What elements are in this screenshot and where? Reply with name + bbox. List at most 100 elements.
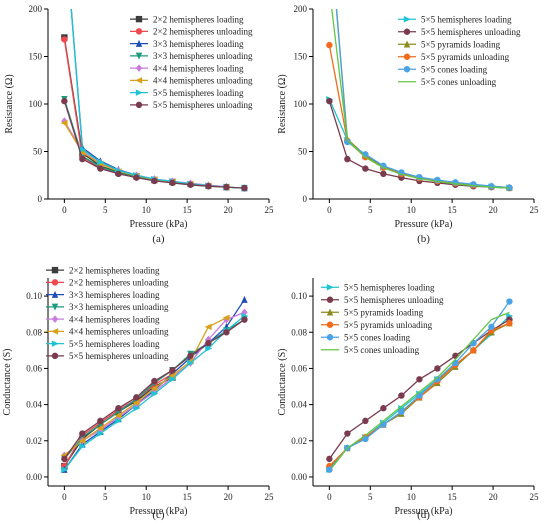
- data-point: [79, 443, 87, 450]
- y-tick-label: 0.02: [291, 436, 307, 446]
- y-tick-label: 0.00: [291, 472, 307, 482]
- legend-entry: 5×5 pyramids unloading: [421, 52, 510, 62]
- data-point: [326, 97, 333, 105]
- data-point: [506, 320, 513, 327]
- y-tick-label: 0.06: [291, 363, 307, 373]
- x-tick-label: 25: [265, 492, 275, 502]
- x-tick-label: 20: [224, 205, 234, 215]
- data-point: [115, 417, 123, 425]
- x-tick-label: 0: [327, 492, 332, 502]
- data-point: [115, 405, 122, 412]
- panel-label: (d): [417, 509, 430, 521]
- series-4: [326, 298, 513, 473]
- series-5: [331, 311, 510, 469]
- series-5: [331, 9, 510, 189]
- x-tick-label: 10: [142, 205, 152, 215]
- data-point: [506, 184, 513, 191]
- legend-swatch-marker: [403, 40, 411, 48]
- x-tick-label: 10: [142, 492, 152, 502]
- plot-area: [60, 295, 249, 473]
- legend-entry: 5×5 hemispheres loading: [153, 88, 244, 98]
- y-axis-label: Conductance (S): [2, 349, 13, 416]
- x-tick-label: 20: [224, 492, 234, 502]
- y-axis-label: Resistance (Ω): [4, 74, 15, 133]
- data-point: [97, 165, 104, 172]
- y-tick-label: 50: [33, 147, 43, 157]
- legend-swatch-marker: [403, 16, 411, 23]
- series-7: [61, 97, 248, 192]
- y-tick-label: 0.02: [26, 436, 42, 446]
- y-tick-label: 200: [294, 4, 308, 14]
- data-point: [434, 365, 441, 372]
- data-point: [114, 412, 122, 419]
- legend-swatch-marker: [326, 334, 334, 341]
- legend-entry: 3×3 hemispheres loading: [153, 39, 244, 49]
- data-point: [344, 138, 351, 146]
- legend-swatch-marker: [135, 15, 143, 23]
- legend-entry: 5×5 hemispheres loading: [421, 14, 512, 24]
- x-ticks: 0 5 10 15 20 25: [62, 199, 274, 215]
- legend-swatch-marker: [326, 321, 334, 328]
- legend-entry: 2×2 hemispheres loading: [69, 265, 160, 275]
- x-tick-label: 0: [62, 492, 67, 502]
- chart-panel-3: 0 5 10 15 20 25 0.00 0.02 0.04 0.06 0.08 0.10 Pressu…: [277, 278, 539, 521]
- legend-entry: 5×5 hemispheres unloading: [69, 351, 169, 361]
- y-tick-label: 50: [298, 147, 308, 157]
- data-point: [187, 359, 195, 367]
- data-point: [326, 466, 333, 473]
- data-point: [241, 184, 248, 192]
- legend-entry: 3×3 hemispheres unloading: [153, 51, 253, 61]
- data-point: [488, 182, 495, 190]
- data-point: [151, 390, 159, 397]
- data-point: [133, 394, 140, 401]
- data-point: [362, 417, 369, 425]
- y-tick-label: 100: [294, 99, 308, 109]
- x-ticks: 0 5 10 15 20 25: [327, 199, 539, 215]
- x-tick-label: 0: [62, 205, 67, 215]
- legend-entry: 3×3 hemispheres loading: [69, 290, 160, 300]
- legend-swatch-marker: [135, 39, 143, 47]
- data-point: [169, 179, 176, 187]
- y-tick-label: 150: [294, 52, 308, 62]
- y-tick-label: 0: [38, 194, 43, 204]
- panel-label: (b): [417, 233, 430, 245]
- data-point: [488, 323, 495, 331]
- data-point: [452, 352, 459, 359]
- chart-panel-0: 0 5 10 15 20 25 0 50 100 150 200 Pressure (kPa) Resi…: [4, 4, 274, 245]
- y-axis-label: Resistance (Ω): [277, 74, 288, 133]
- data-point: [79, 155, 86, 163]
- data-point: [362, 165, 369, 172]
- data-point: [223, 315, 230, 324]
- legend: 5×5 hemispheres loading 5×5 hemispheres u…: [398, 14, 521, 87]
- x-tick-label: 20: [489, 492, 499, 502]
- data-point: [205, 182, 212, 190]
- legend-swatch-marker: [51, 340, 59, 347]
- chart-panel-2: 0 5 10 15 20 25 0.00 0.02 0.04 0.06 0.08 0.10 Pressu…: [2, 265, 274, 521]
- legend-swatch-marker: [403, 53, 411, 60]
- legend-swatch-marker: [51, 266, 59, 274]
- data-point: [205, 339, 212, 347]
- legend-swatch-marker: [51, 315, 59, 323]
- panel-label: (c): [152, 509, 165, 521]
- legend-entry: 5×5 hemispheres loading: [344, 282, 435, 292]
- data-point: [380, 405, 387, 412]
- y-ticks: 0 50 100 150 200: [29, 4, 48, 204]
- legend-entry: 5×5 cones unloading: [421, 77, 497, 87]
- data-point: [79, 430, 86, 437]
- legend-swatch-marker: [403, 28, 411, 35]
- data-point: [326, 455, 333, 463]
- series-line: [63, 317, 227, 456]
- data-point: [222, 314, 230, 321]
- legend-entry: 5×5 hemispheres unloading: [421, 27, 521, 37]
- legend-entry: 4×4 hemispheres loading: [153, 63, 244, 73]
- panel-label: (a): [152, 233, 165, 245]
- legend-swatch-marker: [326, 284, 334, 291]
- data-point: [398, 408, 405, 416]
- data-point: [470, 347, 477, 354]
- y-tick-label: 0.10: [26, 291, 42, 301]
- data-point: [61, 36, 68, 43]
- legend-entry: 5×5 cones unloading: [344, 345, 420, 355]
- data-point: [78, 437, 86, 444]
- legend-entry: 4×4 hemispheres loading: [69, 314, 160, 324]
- legend-swatch-marker: [51, 303, 59, 311]
